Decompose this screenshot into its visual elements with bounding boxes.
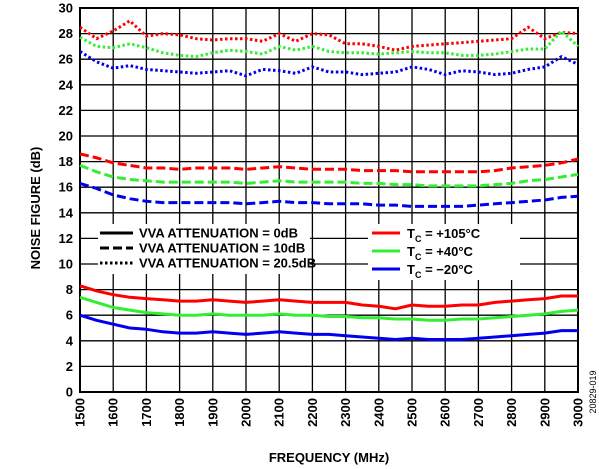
x-tick-label: 2900 — [537, 398, 552, 427]
y-tick-label: 18 — [59, 154, 73, 169]
x-tick-label: 1500 — [73, 398, 88, 427]
y-tick-label: 0 — [66, 385, 73, 400]
x-tick-label: 1800 — [172, 398, 187, 427]
x-tick-label: 3000 — [571, 398, 586, 427]
x-tick-label: 1900 — [205, 398, 220, 427]
y-tick-label: 30 — [59, 1, 73, 16]
y-tick-label: 14 — [59, 205, 74, 220]
x-tick-label: 2300 — [338, 398, 353, 427]
y-tick-label: 10 — [59, 257, 73, 272]
legend-box-attenuation — [98, 224, 310, 274]
plot-frame — [79, 7, 579, 393]
series-line — [79, 50, 579, 78]
series-line — [79, 313, 578, 341]
legend-label-dashed: VVA ATTENUATION = 10dB — [139, 241, 305, 256]
y-tick-label: 28 — [59, 26, 73, 41]
legend-label-temperature: TC = +40°C — [407, 244, 474, 262]
y-tick-label: 16 — [59, 180, 73, 195]
x-tick-label: 2200 — [305, 398, 320, 427]
x-tick-label: 2400 — [371, 398, 386, 427]
y-tick-label: 24 — [59, 77, 74, 92]
series-line — [79, 295, 579, 322]
y-tick-label: 4 — [66, 333, 74, 348]
legend-label-temperature: TC = −20°C — [407, 262, 474, 280]
series-line — [79, 164, 579, 188]
x-tick-label: 1600 — [106, 398, 121, 427]
legend-label-dotted: VVA ATTENUATION = 20.5dB — [139, 256, 316, 271]
x-tick-label: 2100 — [272, 398, 287, 427]
y-tick-label: 2 — [66, 359, 73, 374]
x-axis-ticks: 1500 1600 1700 1800 1900 2000 2100 2200 2300 2400… — [73, 398, 586, 427]
legend-label-solid: VVA ATTENUATION = 0dB — [139, 226, 298, 241]
x-tick-label: 2500 — [405, 398, 420, 427]
x-tick-label: 2600 — [438, 398, 453, 427]
legend-label-temperature: TC = +105°C — [407, 226, 481, 244]
figure-id: 20829-019 — [588, 370, 598, 413]
y-axis-title: NOISE FIGURE (dB) — [28, 147, 43, 270]
x-tick-label: 1700 — [139, 398, 154, 427]
y-tick-label: 26 — [59, 52, 73, 67]
series-line — [79, 19, 579, 52]
y-tick-label: 6 — [66, 308, 73, 323]
series-line — [79, 152, 579, 174]
x-tick-label: 2800 — [504, 398, 519, 427]
y-tick-label: 20 — [59, 129, 73, 144]
series-line — [79, 284, 578, 311]
series-line — [79, 181, 579, 208]
y-tick-label: 8 — [66, 282, 73, 297]
series-line — [79, 29, 580, 59]
x-tick-label: 2000 — [239, 398, 254, 427]
y-tick-label: 22 — [59, 103, 73, 118]
series-layer — [79, 19, 580, 341]
x-tick-label: 2700 — [471, 398, 486, 427]
y-tick-label: 12 — [59, 231, 73, 246]
x-axis-title: FREQUENCY (MHz) — [269, 450, 389, 465]
